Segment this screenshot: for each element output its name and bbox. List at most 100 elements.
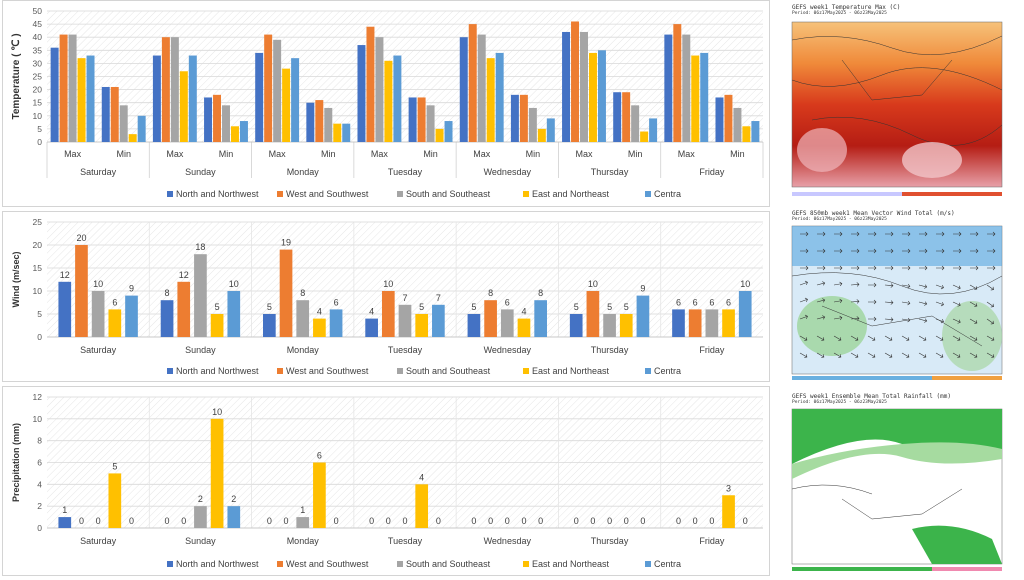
data-label: 6 [317,451,322,461]
wind-arrow [936,231,945,237]
data-label: 0 [181,516,186,526]
bar-north-and-northwest [459,37,468,143]
wind-arrow [868,248,877,254]
x-group-label: Saturday [80,167,117,177]
wind-map-panel: GEFS 850mb week1 Mean Vector Wind Total … [782,206,1012,384]
y-axis-label: Precipitation (mm) [11,423,21,502]
bar-east-and-northeast [313,318,326,337]
bar-centra [329,309,343,337]
wind-arrow [953,231,962,237]
bar-west-and-southwest [177,281,191,337]
data-label: 6 [726,297,731,307]
wind-arrow [936,248,945,254]
wind-arrow [902,231,911,237]
bar-west-and-southwest [622,92,631,142]
wind-arrow [885,248,894,254]
data-label: 9 [640,284,645,294]
data-label: 0 [488,516,493,526]
wind-arrow [901,317,911,323]
legend-label: East and Northeast [532,559,610,569]
x-group-label: Tuesday [388,167,423,177]
bar-centra [393,55,402,142]
bar-east-and-northeast [588,52,597,142]
wind-arrow [952,318,961,324]
wind-arrow [850,299,860,304]
wind-arrow [816,298,826,303]
wind-arrow [833,298,843,304]
data-label: 4 [317,307,322,317]
wind-arrow [799,314,808,320]
data-label: 5 [574,302,579,312]
bar-east-and-northeast [313,462,326,528]
bar-south-and-southeast [477,34,486,142]
temperature-map-image [791,21,1003,196]
bar-centra [239,121,248,142]
y-tick-label: 20 [33,240,43,250]
wind-arrow [834,248,843,254]
x-group-label: Sunday [185,167,216,177]
data-label: 5 [215,302,220,312]
data-label: 0 [267,516,272,526]
wind-chart-panel: 0 5 10 15 20 25 Wind (m/sec) 12 8 5 4 5 5 6 20 12 19 10 8 1… [2,211,770,382]
wind-arrow [901,352,910,359]
data-label: 10 [93,279,103,289]
data-label: 10 [229,279,239,289]
data-label: 2 [231,494,236,504]
x-tick-label: Min [321,149,336,159]
wind-arrow [867,335,876,342]
x-tick-label: Min [219,149,234,159]
bar-east-and-northeast [210,418,224,528]
bar-south-and-southeast [194,506,207,528]
x-tick-label: Tuesday [388,536,423,546]
wind-arrow [800,231,809,237]
legend-swatch [277,368,283,374]
wind-arrow [833,352,842,359]
data-label: 12 [60,270,70,280]
temperature-chart: 0 5 10 15 20 25 30 35 40 45 50 Temperature ( ℃ ) Max… [11,6,764,199]
bar-east-and-northeast [108,473,122,528]
bar-east-and-northeast [435,128,444,142]
y-tick-label: 15 [33,263,43,273]
wind-arrow [919,231,928,237]
bar-north-and-northwest [569,314,583,337]
data-label: 0 [284,516,289,526]
x-tick-label: Friday [699,536,725,546]
x-tick-label: Wednesday [484,345,532,355]
bar-centra [649,118,658,142]
wind-arrow [986,352,995,359]
x-tick-label: Max [371,149,389,159]
wind-arrow [952,352,961,359]
y-tick-label: 5 [37,124,42,134]
map-title: GEFS week1 Ensemble Mean Total Rainfall … [792,393,951,400]
x-tick-label: Thursday [591,536,629,546]
data-label: 19 [281,238,291,248]
wind-arrow [952,284,961,290]
legend-label: South and Southeast [406,189,491,199]
x-tick-label: Wednesday [484,536,532,546]
data-label: 0 [607,516,612,526]
bar-north-and-northwest [357,45,366,143]
wind-arrow [986,335,995,342]
wind-arrow [952,335,961,342]
bar-south-and-southeast [603,314,616,337]
bar-south-and-southeast [631,105,640,142]
bar-south-and-southeast [705,309,719,337]
data-label: 10 [212,407,222,417]
legend-swatch [645,368,651,374]
wind-arrow [953,265,962,271]
wind-arrow [851,231,860,237]
bar-centra [432,304,445,337]
data-label: 0 [521,516,526,526]
bar-north-and-northwest [365,318,378,337]
legend-label: Centra [654,559,681,569]
rainfall-map-panel: GEFS week1 Ensemble Mean Total Rainfall … [782,389,1012,574]
y-tick-label: 45 [33,19,43,29]
wind-arrow [868,316,877,322]
legend-label: Centra [654,366,681,376]
bar-north-and-northwest [50,47,59,142]
bar-west-and-southwest [279,249,293,337]
bar-east-and-northeast [179,71,188,142]
legend-label: South and Southeast [406,366,491,376]
wind-arrow [935,335,944,342]
x-tick-label: Sunday [185,345,216,355]
